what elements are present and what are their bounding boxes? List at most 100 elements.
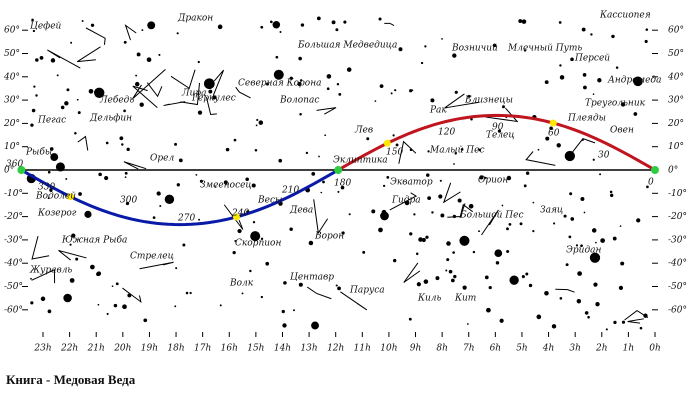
star (318, 155, 320, 158)
star (265, 261, 270, 266)
constellation-line (555, 288, 575, 293)
star (611, 34, 615, 39)
star (478, 230, 480, 233)
ra-label: 8h (436, 344, 448, 354)
constellation-line (146, 82, 163, 98)
constellation-label: Большая Медведица (297, 41, 397, 51)
dec-label-left: 20° (3, 119, 20, 129)
star (506, 227, 509, 231)
star (386, 175, 390, 179)
ra-label: 9h (410, 344, 422, 354)
constellation-line (485, 107, 519, 123)
constellation-line (384, 22, 395, 27)
star (335, 28, 339, 32)
star (371, 209, 376, 214)
star (78, 192, 82, 196)
star (326, 74, 332, 79)
star (583, 211, 586, 214)
star (470, 117, 473, 121)
star (32, 29, 36, 33)
ecliptic-degree: 0 (648, 178, 654, 188)
star (300, 23, 305, 27)
ra-label: 7h (463, 344, 475, 354)
star (430, 98, 435, 103)
star (501, 105, 505, 109)
star (338, 92, 342, 96)
constellation-line (205, 96, 217, 115)
ra-label: 18h (167, 344, 184, 354)
star (322, 180, 325, 184)
constellation-label: Овен (610, 126, 634, 136)
star (445, 269, 448, 272)
constellation-line (627, 318, 644, 324)
star (427, 196, 432, 201)
star (156, 191, 161, 196)
ra-label: 20h (113, 344, 131, 354)
star (343, 20, 347, 24)
star (559, 64, 562, 67)
star (176, 183, 180, 187)
dec-label-right: 30° (668, 96, 684, 106)
star (492, 43, 497, 48)
star (619, 225, 622, 227)
star (281, 309, 285, 314)
star (66, 88, 70, 92)
star (214, 186, 217, 188)
star (582, 73, 587, 77)
star (593, 282, 598, 287)
star (256, 118, 259, 122)
star (435, 276, 440, 281)
star (366, 137, 370, 141)
constellation-label: Орион (478, 176, 508, 186)
ra-label: 21h (87, 344, 105, 354)
star (203, 78, 215, 90)
star (621, 320, 626, 324)
star (411, 89, 414, 91)
constellation-line (123, 161, 147, 170)
constellation-line (340, 291, 368, 311)
constellation-label: Малый Пес (429, 146, 485, 156)
dec-label-right: -40° (668, 259, 687, 269)
ra-label: 3h (569, 344, 581, 354)
star (590, 33, 593, 36)
star (497, 129, 502, 133)
star (462, 285, 467, 290)
star (427, 150, 430, 153)
star (69, 243, 72, 246)
star (176, 32, 179, 35)
constellation-line (122, 287, 142, 304)
dec-label-right: 0° (668, 166, 678, 176)
dec-label-right: -50° (668, 282, 687, 292)
constellation-line (139, 261, 174, 270)
star (164, 194, 175, 205)
star (88, 88, 94, 94)
star (472, 250, 476, 254)
star (298, 282, 303, 287)
dec-label-right: 20° (667, 119, 684, 129)
star (501, 204, 504, 207)
ra-label: 13h (300, 344, 317, 354)
star (453, 274, 457, 279)
star (77, 111, 81, 115)
star (378, 17, 382, 21)
star (446, 258, 450, 262)
star (270, 20, 273, 24)
star (544, 80, 549, 85)
constellation-label: Треугольник (585, 99, 646, 109)
constellation-label: Рак (429, 106, 447, 116)
star (135, 81, 140, 87)
star (494, 249, 503, 258)
caption: Книга - Медовая Веда (6, 372, 136, 387)
star (537, 148, 540, 151)
constellation-label: Дельфин (89, 114, 132, 124)
star (300, 79, 303, 82)
constellation-label: Ворон (314, 232, 344, 242)
star (440, 213, 445, 218)
star (587, 315, 590, 319)
star (250, 231, 261, 242)
star (592, 93, 595, 96)
ecliptic-degree: 60 (548, 129, 560, 139)
star (380, 211, 389, 221)
star (105, 141, 109, 145)
